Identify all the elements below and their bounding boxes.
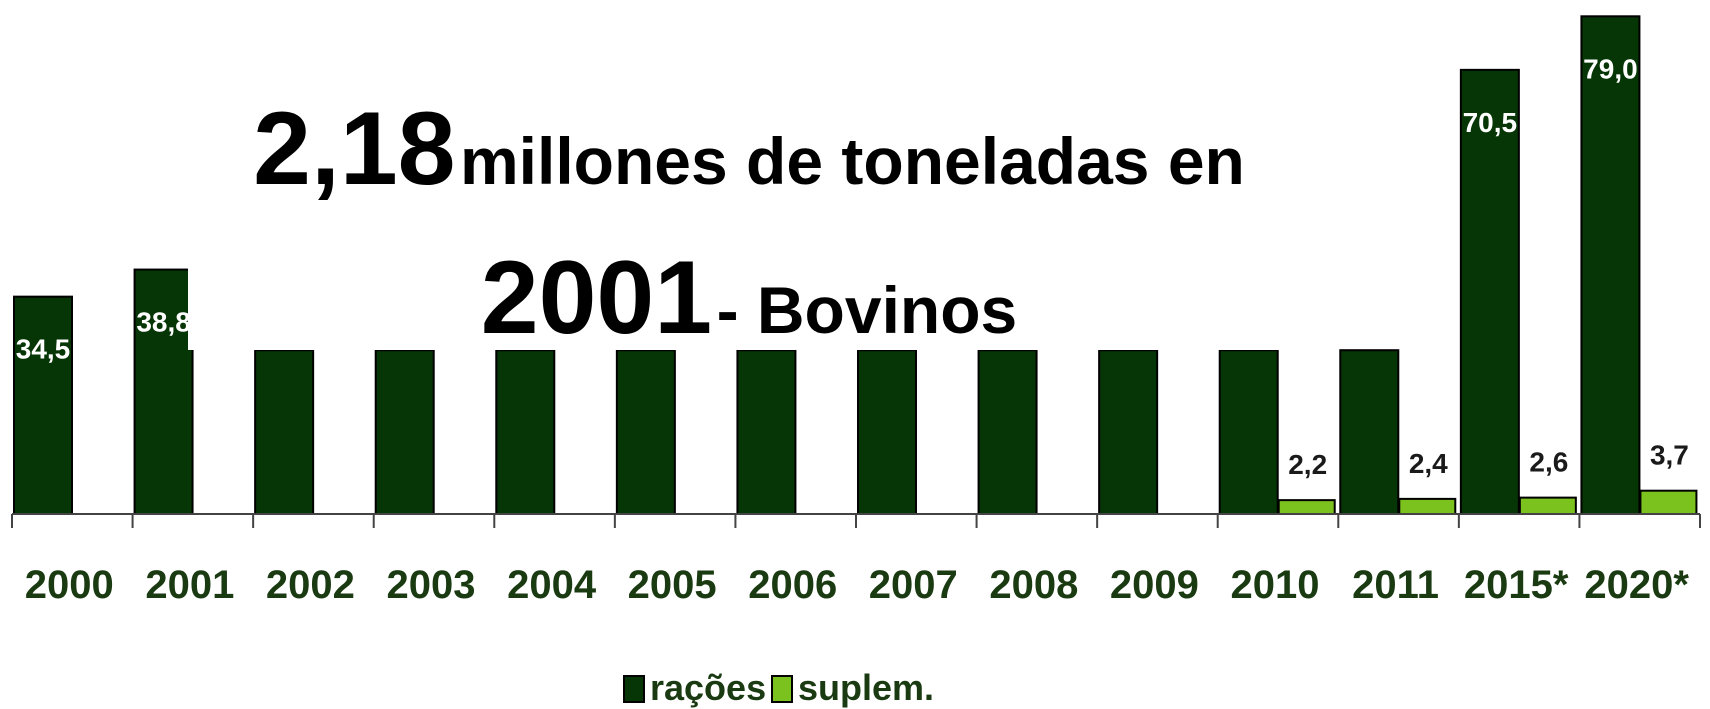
- bar-racoes-2001: [133, 268, 194, 515]
- x-tick-label-2000: 2000: [25, 563, 114, 607]
- bar-suplem-2011: [1398, 497, 1457, 516]
- bar-racoes-2007: [857, 349, 917, 516]
- x-tick-label-2009: 2009: [1110, 563, 1199, 607]
- data-label-suplem-2020: 3,7: [1650, 440, 1689, 471]
- x-tick-label-2002: 2002: [266, 563, 355, 607]
- bar-suplem-2015: [1518, 496, 1577, 515]
- bar-suplem-2020: [1639, 489, 1698, 516]
- x-tick-label-2008: 2008: [989, 563, 1078, 607]
- x-tick-label-2010: 2010: [1231, 563, 1320, 607]
- title-line-2: 2001 - Bovinos: [188, 239, 1310, 388]
- title-line-1: 2,18 millones de toneladas en: [188, 90, 1310, 239]
- overlay-title: 2,18 millones de toneladas en 2001 - Bov…: [188, 90, 1310, 388]
- title-year: 2001: [480, 240, 713, 356]
- title-text-1: millones de toneladas en: [459, 124, 1245, 198]
- data-label-racoes-2020: 79,0: [1583, 53, 1638, 84]
- data-label-racoes-2015: 70,5: [1463, 107, 1518, 138]
- title-overlay-box: [188, 80, 1310, 350]
- x-tick-label-2007: 2007: [869, 563, 958, 607]
- data-label-suplem-2015: 2,6: [1529, 447, 1568, 478]
- bar-racoes-2005: [615, 349, 676, 516]
- legend-label-racoes: rações: [650, 667, 766, 708]
- legend-swatch-racoes: [623, 675, 645, 703]
- x-tick-label-2011: 2011: [1352, 563, 1439, 607]
- x-tick-label-2006: 2006: [748, 563, 837, 607]
- x-tick-label-2001: 2001: [145, 563, 234, 607]
- bar-racoes-2000: [13, 295, 73, 515]
- data-label-suplem-2011: 2,4: [1409, 448, 1448, 479]
- legend: rações suplem.: [623, 667, 934, 708]
- data-label-racoes-2000: 34,5: [16, 334, 71, 365]
- x-tick-label-2020: 2020*: [1584, 563, 1689, 607]
- title-text-2: - Bovinos: [716, 273, 1018, 347]
- bar-racoes-2011: [1339, 349, 1400, 516]
- bar-racoes-2015: [1459, 68, 1520, 515]
- data-label-suplem-2010: 2,2: [1288, 449, 1327, 480]
- legend-swatch-suplem: [771, 675, 793, 703]
- bar-racoes-2020: [1580, 15, 1641, 516]
- bar-suplem-2010: [1277, 499, 1336, 516]
- bar-racoes-2009: [1098, 349, 1159, 516]
- x-tick-label-2004: 2004: [507, 563, 597, 607]
- x-tick-label-2015: 2015*: [1464, 563, 1569, 607]
- title-number: 2,18: [253, 91, 456, 207]
- x-tick-label-2005: 2005: [628, 563, 717, 607]
- legend-label-suplem: suplem.: [798, 667, 934, 708]
- bar-racoes-2010: [1218, 349, 1279, 516]
- bar-racoes-2003: [374, 349, 435, 516]
- data-label-racoes-2001: 38,8: [136, 307, 191, 338]
- x-tick-label-2003: 2003: [387, 563, 476, 607]
